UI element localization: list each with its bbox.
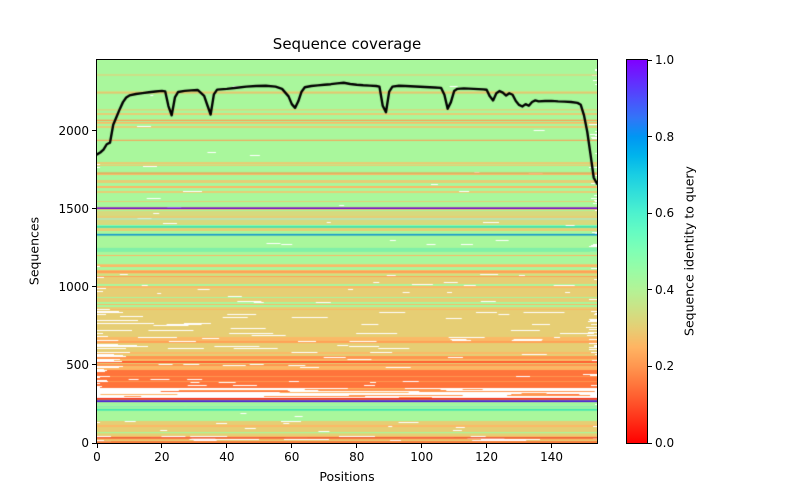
- y-tick: [92, 130, 96, 132]
- x-tick-label: 40: [219, 450, 235, 464]
- x-tick: [551, 444, 553, 448]
- x-tick: [226, 444, 228, 448]
- x-tick: [161, 444, 163, 448]
- x-tick: [291, 444, 293, 448]
- colorbar: [626, 59, 648, 444]
- msa-heatmap-canvas: [97, 60, 597, 443]
- x-tick: [356, 444, 358, 448]
- x-axis-label: Positions: [319, 469, 375, 484]
- y-tick: [92, 442, 96, 444]
- colorbar-tick-label: 0.2: [655, 359, 675, 374]
- x-tick-label: 20: [154, 450, 170, 464]
- x-tick-label: 80: [349, 450, 365, 464]
- colorbar-tick-label: 1.0: [655, 53, 675, 67]
- colorbar-tick: [648, 136, 652, 138]
- colorbar-label: Sequence identity to query: [681, 166, 697, 336]
- x-tick-label: 60: [284, 450, 300, 464]
- x-tick-label: 120: [475, 450, 499, 464]
- colorbar-tick: [648, 289, 652, 291]
- y-tick: [92, 286, 96, 288]
- chart-title: Sequence coverage: [272, 35, 422, 53]
- y-tick-label: 500: [66, 357, 89, 372]
- colorbar-tick-label: 0.0: [655, 436, 675, 450]
- x-tick-label: 140: [540, 450, 563, 464]
- x-tick-label: 100: [410, 450, 434, 464]
- y-axis-label: Sequences: [26, 216, 42, 286]
- x-tick-label: 0: [93, 450, 101, 464]
- colorbar-tick: [648, 59, 652, 61]
- colorbar-tick: [648, 442, 652, 444]
- y-tick-label: 0: [81, 436, 89, 450]
- colorbar-tick: [648, 365, 652, 367]
- y-tick-label: 1500: [58, 201, 89, 216]
- x-tick: [421, 444, 423, 448]
- x-tick: [96, 444, 98, 448]
- colorbar-tick: [648, 212, 652, 214]
- colorbar-tick-label: 0.4: [655, 282, 675, 297]
- y-tick-label: 2000: [58, 123, 89, 138]
- colorbar-tick-label: 0.8: [655, 129, 675, 144]
- x-tick: [486, 444, 488, 448]
- y-tick: [92, 364, 96, 366]
- y-tick: [92, 208, 96, 210]
- colorbar-tick-label: 0.6: [655, 206, 675, 221]
- y-tick-label: 1000: [58, 279, 89, 294]
